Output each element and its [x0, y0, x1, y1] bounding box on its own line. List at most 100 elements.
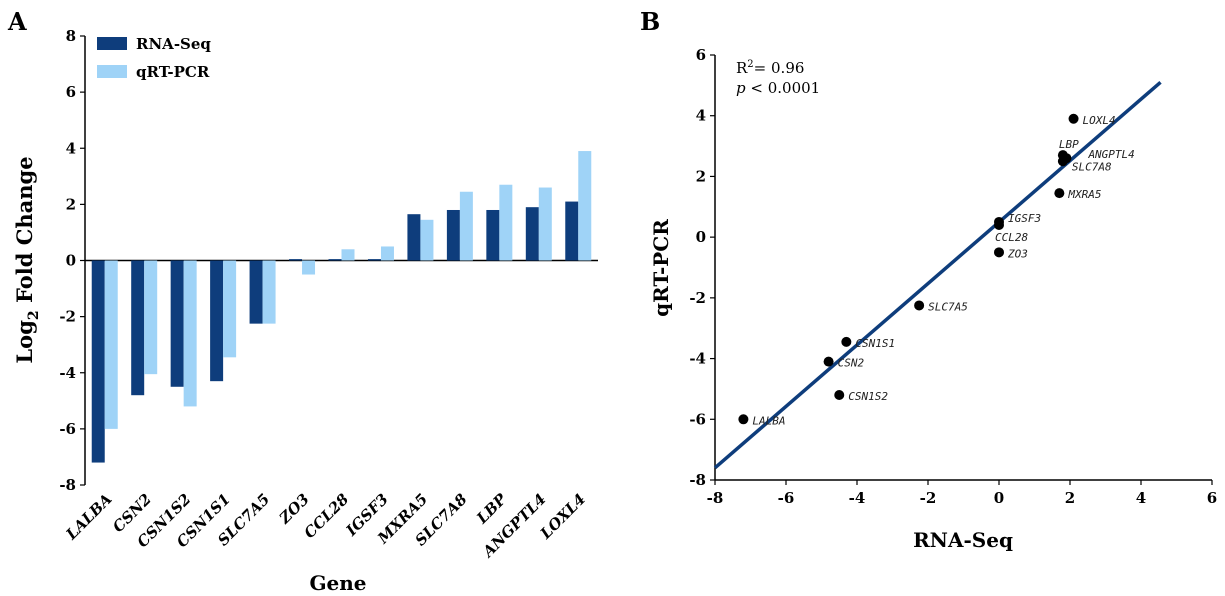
legend-swatch-qrt-pcr [97, 65, 127, 78]
bar-chart-y-tick-label: 0 [66, 252, 76, 270]
scatter-x-axis-label: RNA-Seq [913, 528, 1013, 552]
scatter-x-tick-label: 2 [1065, 489, 1075, 507]
bar-chart-panel: A -8 -6 -4 -2 0 2 4 6 8 LALBACSN2CSN1S2CSN1S1SLC… [7, 7, 598, 595]
bar-qrt-pcr-slc7a5 [262, 260, 276, 324]
bar-chart-y-tick-label: 8 [66, 27, 76, 45]
bar-qrt-pcr-mxra5 [420, 219, 434, 261]
scatter-point-label: ZO3 [1007, 247, 1028, 260]
scatter-point-label: CSN1S1 [855, 337, 895, 350]
bar-chart-y-ticks: -8 -6 -4 -2 0 2 4 6 8 [59, 27, 85, 494]
scatter-y-tick-label: 4 [696, 107, 706, 125]
regression-fit-line [713, 80, 1162, 470]
scatter-chart-axes [714, 55, 1212, 481]
scatter-point-mxra5 [1054, 188, 1065, 199]
scatter-point-label: SLC7A8 [1072, 160, 1112, 173]
bar-qrt-pcr-zo3 [302, 260, 316, 275]
scatter-point-label: CCL28 [995, 231, 1028, 244]
bar-chart-y-tick-label: -8 [59, 476, 76, 494]
bar-qrt-pcr-csn2 [144, 260, 158, 375]
bar-chart-y-tick-label: -4 [59, 364, 76, 382]
scatter-point-label: LBP [1059, 138, 1079, 151]
scatter-y-tick-label: 2 [696, 167, 706, 185]
bar-rna-seq-zo3 [289, 259, 303, 261]
scatter-point-lalba [738, 414, 749, 425]
scatter-x-tick-label: -8 [707, 489, 724, 507]
scatter-x-tick-label: 4 [1136, 489, 1146, 507]
y-label-subscript: 2 [26, 310, 42, 320]
bar-qrt-pcr-csn1s2 [183, 260, 197, 407]
scatter-point-label: CSN2 [838, 357, 865, 370]
scatter-point-label: MXRA5 [1067, 188, 1101, 201]
scatter-point-igsf3 [994, 216, 1004, 227]
bar-chart-category-label: LALBA [62, 490, 116, 544]
panel-letter-b: B [640, 7, 660, 36]
scatter-chart-panel: B -8 -6 -4 -2 0 2 4 6 -8 -6 -4 -2 0 2 4 6 LALBA CSN2 CSN1… [640, 7, 1217, 552]
panel-letter-a: A [7, 7, 27, 36]
bar-qrt-pcr-slc7a8 [459, 191, 473, 261]
scatter-x-tick-label: -4 [849, 489, 866, 507]
legend-label-qrt-pcr: qRT-PCR [136, 63, 210, 81]
bar-chart-y-tick-label: 6 [66, 83, 76, 101]
scatter-x-tick-label: 6 [1207, 489, 1217, 507]
y-label-tail: Fold Change [12, 156, 37, 310]
scatter-point-label: CSN1S2 [848, 390, 888, 403]
scatter-points: LALBA CSN2 CSN1S2 CSN1S1 SLC7A5 ZO3 CCL28 IGSF3… [738, 113, 1135, 427]
scatter-point-zo3 [994, 247, 1004, 258]
r2-base: R [736, 59, 748, 77]
bar-chart-category-label: CCL28 [300, 490, 352, 542]
scatter-point-label: LALBA [752, 414, 785, 427]
bar-chart-y-tick-label: -6 [59, 420, 76, 438]
scatter-y-axis-label: qRT-PCR [649, 219, 673, 317]
bar-rna-seq-lbp [486, 209, 500, 261]
scatter-point-slc7a5 [914, 300, 925, 311]
bar-rna-seq-csn2 [131, 260, 145, 396]
bar-chart-legend: RNA-Seq qRT-PCR [97, 35, 211, 81]
bar-chart-y-tick-label: -2 [59, 308, 76, 326]
scatter-y-tick-label: 6 [696, 46, 706, 64]
scatter-x-tick-label: -2 [920, 489, 937, 507]
bar-rna-seq-csn1s2 [170, 260, 184, 387]
bar-qrt-pcr-loxl4 [578, 151, 592, 261]
bar-qrt-pcr-csn1s1 [223, 260, 237, 358]
scatter-y-tick-label: -2 [689, 289, 706, 307]
r-squared-annotation: R2= 0.96 [736, 59, 804, 77]
scatter-point-loxl4 [1068, 113, 1079, 124]
scatter-chart-ticks: -8 -6 -4 -2 0 2 4 6 -8 -6 -4 -2 0 2 4 6 [689, 46, 1217, 507]
bar-rna-seq-mxra5 [407, 214, 421, 261]
y-label-log: Log [12, 320, 37, 364]
scatter-x-tick-label: 0 [994, 489, 1004, 507]
bar-qrt-pcr-lbp [499, 184, 513, 261]
bar-rna-seq-loxl4 [565, 201, 579, 261]
bar-rna-seq-lalba [91, 260, 105, 463]
scatter-point-label: SLC7A5 [928, 300, 968, 313]
p-symbol: p [736, 79, 746, 97]
bar-rna-seq-angptl4 [525, 207, 539, 261]
legend-swatch-rna-seq [97, 37, 127, 50]
bar-rna-seq-csn1s1 [210, 260, 224, 382]
scatter-point-label: IGSF3 [1008, 212, 1041, 225]
scatter-y-tick-label: -4 [689, 350, 706, 368]
bar-chart-y-tick-label: 2 [66, 195, 76, 213]
scatter-point-csn1s2 [834, 390, 845, 400]
bar-chart-bars [91, 151, 592, 463]
bar-chart-y-tick-label: 4 [66, 139, 76, 157]
scatter-y-tick-label: -8 [689, 471, 706, 489]
legend-label-rna-seq: RNA-Seq [136, 35, 211, 53]
bar-rna-seq-ccl28 [328, 259, 342, 261]
bar-rna-seq-slc7a8 [446, 209, 460, 261]
r2-value: = 0.96 [754, 59, 805, 77]
scatter-point-csn1s1 [841, 336, 852, 347]
scatter-y-tick-label: -6 [689, 410, 706, 428]
bar-chart-x-axis-label: Gene [309, 571, 366, 595]
bar-qrt-pcr-angptl4 [538, 187, 552, 261]
scatter-y-tick-label: 0 [696, 228, 706, 246]
p-value-annotation: p < 0.0001 [736, 79, 820, 97]
scatter-point-angptl4 [1061, 153, 1072, 164]
scatter-point-label: LOXL4 [1083, 114, 1116, 127]
regression-line [713, 80, 1162, 470]
bar-qrt-pcr-igsf3 [380, 246, 394, 261]
scatter-x-tick-label: -6 [778, 489, 795, 507]
bar-qrt-pcr-ccl28 [341, 249, 355, 261]
